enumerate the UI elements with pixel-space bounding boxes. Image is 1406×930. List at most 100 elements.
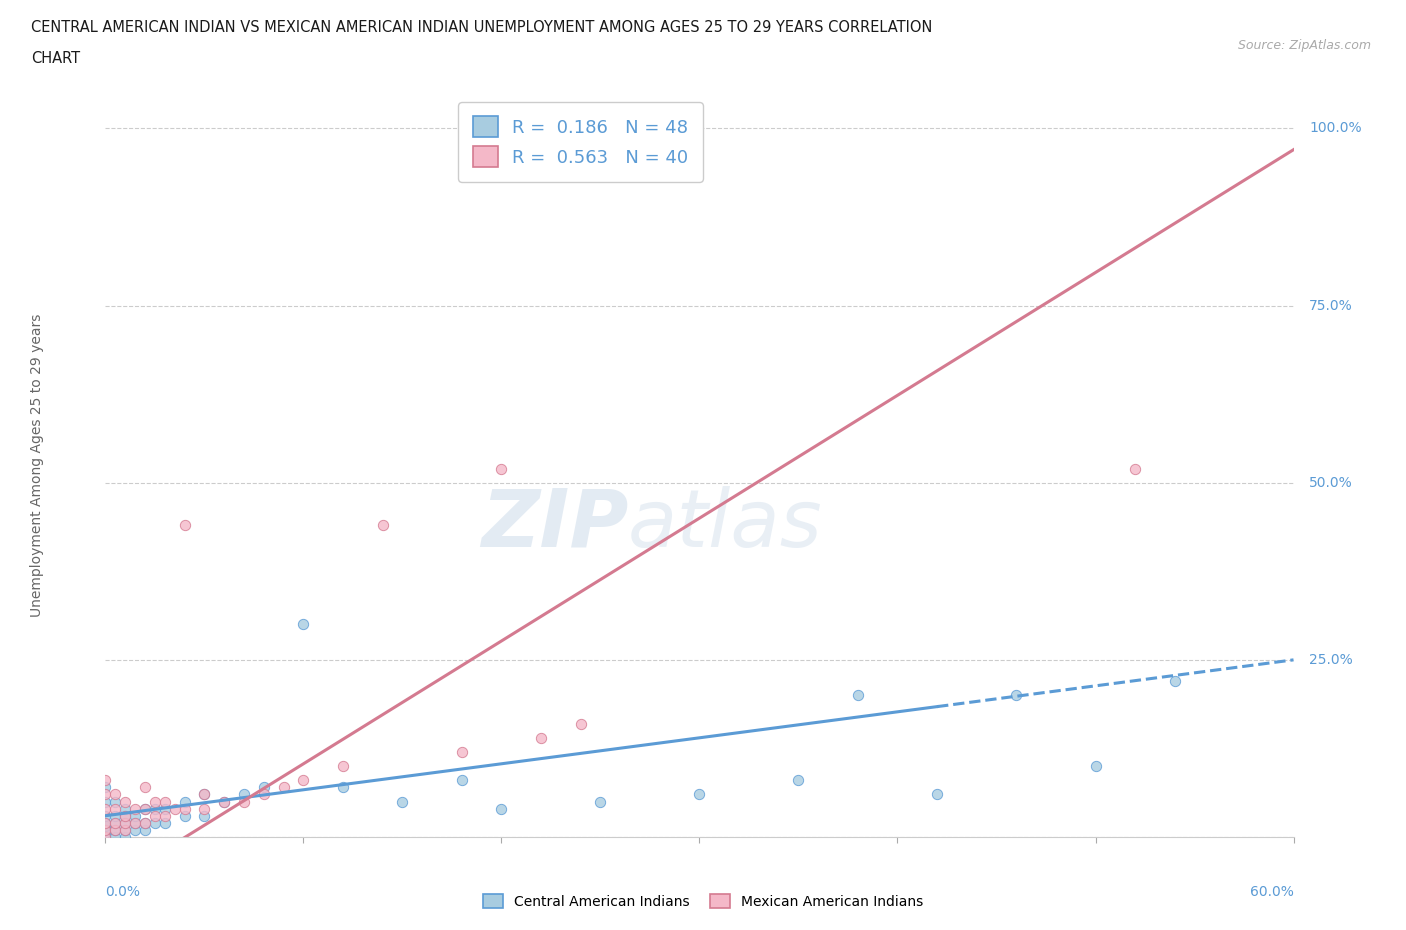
- Point: [104, 808, 127, 823]
- Point: [94, 830, 117, 844]
- Point: [114, 816, 136, 830]
- Point: [233, 787, 256, 802]
- Point: [94, 787, 117, 802]
- Point: [292, 617, 315, 631]
- Point: [104, 787, 127, 802]
- Point: [94, 822, 117, 837]
- Point: [114, 808, 136, 823]
- Point: [153, 794, 176, 809]
- Point: [134, 816, 156, 830]
- Point: [163, 802, 186, 817]
- Point: [94, 773, 117, 788]
- Legend: R =  0.186   N = 48, R =  0.563   N = 40: R = 0.186 N = 48, R = 0.563 N = 40: [458, 102, 703, 181]
- Point: [134, 816, 156, 830]
- Point: [1005, 688, 1028, 703]
- Point: [94, 830, 117, 844]
- Point: [94, 780, 117, 795]
- Point: [1123, 461, 1146, 476]
- Text: 25.0%: 25.0%: [1309, 653, 1353, 667]
- Point: [114, 816, 136, 830]
- Point: [332, 759, 354, 774]
- Point: [173, 794, 195, 809]
- Point: [292, 773, 315, 788]
- Point: [491, 461, 513, 476]
- Point: [450, 773, 472, 788]
- Point: [371, 518, 394, 533]
- Point: [193, 802, 215, 817]
- Point: [846, 688, 869, 703]
- Point: [94, 808, 117, 823]
- Point: [173, 808, 195, 823]
- Text: 100.0%: 100.0%: [1309, 122, 1362, 136]
- Point: [104, 802, 127, 817]
- Point: [94, 802, 117, 817]
- Point: [143, 808, 166, 823]
- Point: [104, 830, 127, 844]
- Point: [589, 794, 612, 809]
- Point: [134, 822, 156, 837]
- Text: Source: ZipAtlas.com: Source: ZipAtlas.com: [1237, 39, 1371, 52]
- Point: [94, 816, 117, 830]
- Point: [114, 802, 136, 817]
- Point: [114, 822, 136, 837]
- Point: [124, 822, 146, 837]
- Point: [104, 816, 127, 830]
- Point: [143, 802, 166, 817]
- Point: [153, 816, 176, 830]
- Point: [94, 826, 117, 841]
- Text: CHART: CHART: [31, 51, 80, 66]
- Point: [1084, 759, 1107, 774]
- Text: CENTRAL AMERICAN INDIAN VS MEXICAN AMERICAN INDIAN UNEMPLOYMENT AMONG AGES 25 TO: CENTRAL AMERICAN INDIAN VS MEXICAN AMERI…: [31, 20, 932, 35]
- Point: [233, 794, 256, 809]
- Point: [273, 780, 295, 795]
- Point: [143, 816, 166, 830]
- Text: atlas: atlas: [628, 485, 823, 564]
- Point: [104, 816, 127, 830]
- Point: [114, 830, 136, 844]
- Point: [104, 822, 127, 837]
- Point: [114, 794, 136, 809]
- Point: [124, 802, 146, 817]
- Point: [173, 802, 195, 817]
- Point: [94, 816, 117, 830]
- Point: [530, 730, 553, 745]
- Point: [253, 780, 276, 795]
- Text: 75.0%: 75.0%: [1309, 299, 1353, 312]
- Text: ZIP: ZIP: [481, 485, 628, 564]
- Point: [1164, 673, 1187, 688]
- Point: [193, 787, 215, 802]
- Point: [124, 816, 146, 830]
- Point: [153, 802, 176, 817]
- Point: [124, 808, 146, 823]
- Point: [214, 794, 236, 809]
- Point: [214, 794, 236, 809]
- Point: [153, 808, 176, 823]
- Point: [94, 822, 117, 837]
- Point: [391, 794, 413, 809]
- Point: [332, 780, 354, 795]
- Text: 0.0%: 0.0%: [105, 885, 141, 899]
- Point: [114, 808, 136, 823]
- Text: 60.0%: 60.0%: [1250, 885, 1294, 899]
- Point: [569, 716, 592, 731]
- Point: [689, 787, 711, 802]
- Point: [124, 816, 146, 830]
- Point: [491, 802, 513, 817]
- Point: [143, 794, 166, 809]
- Point: [114, 822, 136, 837]
- Point: [193, 787, 215, 802]
- Point: [134, 802, 156, 817]
- Point: [134, 780, 156, 795]
- Point: [94, 819, 117, 834]
- Text: Unemployment Among Ages 25 to 29 years: Unemployment Among Ages 25 to 29 years: [30, 313, 44, 617]
- Text: 50.0%: 50.0%: [1309, 476, 1353, 490]
- Point: [173, 518, 195, 533]
- Point: [104, 794, 127, 809]
- Point: [925, 787, 948, 802]
- Point: [253, 787, 276, 802]
- Point: [94, 794, 117, 809]
- Point: [787, 773, 810, 788]
- Point: [134, 802, 156, 817]
- Point: [450, 745, 472, 760]
- Point: [104, 822, 127, 837]
